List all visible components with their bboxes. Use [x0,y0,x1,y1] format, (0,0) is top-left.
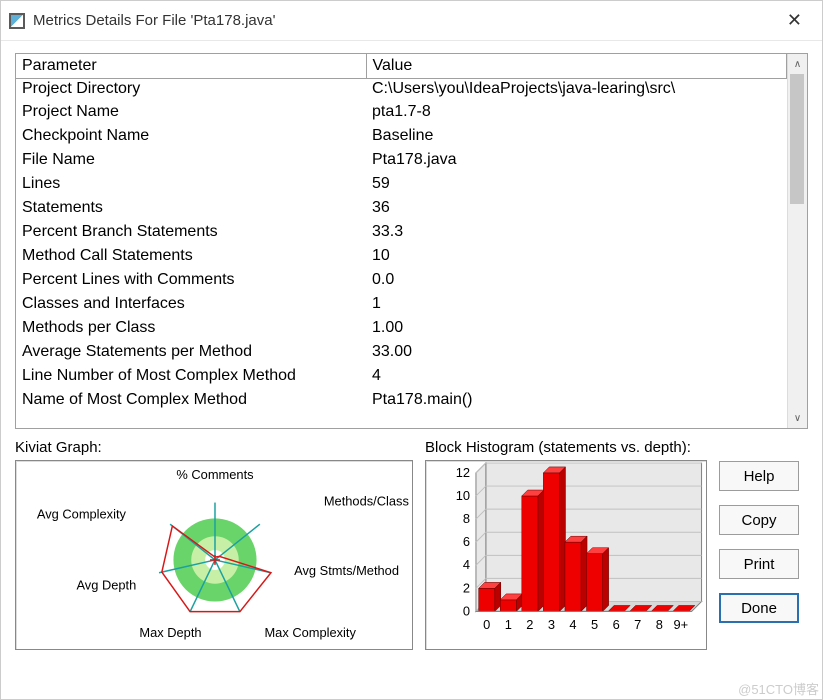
window-title: Metrics Details For File 'Pta178.java' [33,12,775,29]
cell-parameter: Name of Most Complex Method [16,390,366,414]
cell-value: 0.0 [366,270,787,294]
table-row[interactable]: Checkpoint NameBaseline [16,126,787,150]
cell-parameter: Line Number of Most Complex Method [16,366,366,390]
table-row[interactable]: Percent Branch Statements33.3 [16,222,787,246]
col-parameter[interactable]: Parameter [16,54,366,78]
cell-parameter: Classes and Interfaces [16,294,366,318]
col-value[interactable]: Value [366,54,787,78]
svg-text:12: 12 [456,465,470,480]
help-button[interactable]: Help [719,461,799,491]
done-button[interactable]: Done [719,593,799,623]
svg-text:2: 2 [463,580,470,595]
kiviat-section: Kiviat Graph: % Comments Methods/Class Avg… [15,439,413,650]
histogram-title: Block Histogram (statements vs. depth): [425,439,707,456]
svg-text:Max Depth: Max Depth [139,625,201,640]
histogram-chart: 0246810120123456789+ [426,461,706,649]
histogram-panel: 0246810120123456789+ [425,460,707,650]
table-row[interactable]: Lines59 [16,174,787,198]
table-row[interactable]: Method Call Statements10 [16,246,787,270]
cell-parameter: File Name [16,150,366,174]
cell-value: 1.00 [366,318,787,342]
table-row[interactable]: Methods per Class1.00 [16,318,787,342]
cell-value: pta1.7-8 [366,102,787,126]
lower-panels: Kiviat Graph: % Comments Methods/Class Avg… [15,439,808,650]
svg-text:Avg Complexity: Avg Complexity [37,506,127,521]
cell-value: 59 [366,174,787,198]
cell-parameter: Percent Branch Statements [16,222,366,246]
cell-parameter: Project Directory [16,78,366,102]
table-row[interactable]: Name of Most Complex MethodPta178.main() [16,390,787,414]
table-row[interactable]: Classes and Interfaces1 [16,294,787,318]
scroll-down-icon[interactable]: ∨ [788,408,807,428]
cell-value: 33.00 [366,342,787,366]
close-icon[interactable]: ✕ [775,6,814,35]
metrics-window: Metrics Details For File 'Pta178.java' ✕… [0,0,823,700]
cell-value: C:\Users\you\IdeaProjects\java-learing\s… [366,78,787,102]
table-row[interactable]: File NamePta178.java [16,150,787,174]
kiviat-title: Kiviat Graph: [15,439,413,456]
svg-text:10: 10 [456,488,470,503]
svg-text:2: 2 [526,617,533,632]
table-body: Parameter Value Project DirectoryC:\User… [16,54,787,428]
cell-parameter: Statements [16,198,366,222]
table-row[interactable]: Line Number of Most Complex Method4 [16,366,787,390]
cell-value: Pta178.java [366,150,787,174]
app-icon [9,13,25,29]
svg-text:4: 4 [463,557,470,572]
table-row[interactable]: Project Namepta1.7-8 [16,102,787,126]
table-row[interactable]: Percent Lines with Comments0.0 [16,270,787,294]
button-column: Help Copy Print Done [719,461,799,650]
cell-parameter: Methods per Class [16,318,366,342]
svg-text:% Comments: % Comments [176,467,253,482]
metrics-table: Parameter Value Project DirectoryC:\User… [15,53,808,429]
content-area: Parameter Value Project DirectoryC:\User… [1,41,822,699]
svg-text:7: 7 [634,617,641,632]
cell-parameter: Method Call Statements [16,246,366,270]
svg-text:0: 0 [483,617,490,632]
histogram-section: Block Histogram (statements vs. depth): … [425,439,707,650]
cell-value: Baseline [366,126,787,150]
svg-text:Avg Depth: Avg Depth [76,578,136,593]
vertical-scrollbar[interactable]: ∧ ∨ [787,54,807,428]
svg-text:8: 8 [656,617,663,632]
svg-text:Avg Stmts/Method: Avg Stmts/Method [294,563,399,578]
table-row[interactable]: Project DirectoryC:\Users\you\IdeaProjec… [16,78,787,102]
cell-value: 4 [366,366,787,390]
cell-value: 36 [366,198,787,222]
scroll-up-icon[interactable]: ∧ [788,54,807,74]
table-row[interactable]: Average Statements per Method33.00 [16,342,787,366]
titlebar: Metrics Details For File 'Pta178.java' ✕ [1,1,822,41]
cell-parameter: Lines [16,174,366,198]
svg-text:5: 5 [591,617,598,632]
cell-value: 10 [366,246,787,270]
cell-parameter: Average Statements per Method [16,342,366,366]
svg-text:Methods/Class: Methods/Class [324,494,409,509]
svg-text:0: 0 [463,603,470,618]
cell-value: 1 [366,294,787,318]
cell-parameter: Checkpoint Name [16,126,366,150]
cell-value: 33.3 [366,222,787,246]
cell-parameter: Project Name [16,102,366,126]
kiviat-panel: % Comments Methods/Class Avg Stmts/Method M… [15,460,413,650]
scroll-thumb[interactable] [790,74,804,204]
print-button[interactable]: Print [719,549,799,579]
scroll-track[interactable] [788,74,807,408]
svg-text:6: 6 [463,534,470,549]
svg-text:1: 1 [505,617,512,632]
table-header-row: Parameter Value [16,54,787,78]
cell-parameter: Percent Lines with Comments [16,270,366,294]
svg-text:9+: 9+ [674,617,689,632]
svg-text:3: 3 [548,617,555,632]
kiviat-chart: % Comments Methods/Class Avg Stmts/Method M… [16,461,412,649]
cell-value: Pta178.main() [366,390,787,414]
table-row[interactable]: Statements36 [16,198,787,222]
copy-button[interactable]: Copy [719,505,799,535]
svg-text:8: 8 [463,511,470,526]
svg-text:6: 6 [613,617,620,632]
watermark: @51CTO博客 [738,679,819,698]
svg-text:Max Complexity: Max Complexity [264,625,356,640]
svg-text:4: 4 [569,617,576,632]
